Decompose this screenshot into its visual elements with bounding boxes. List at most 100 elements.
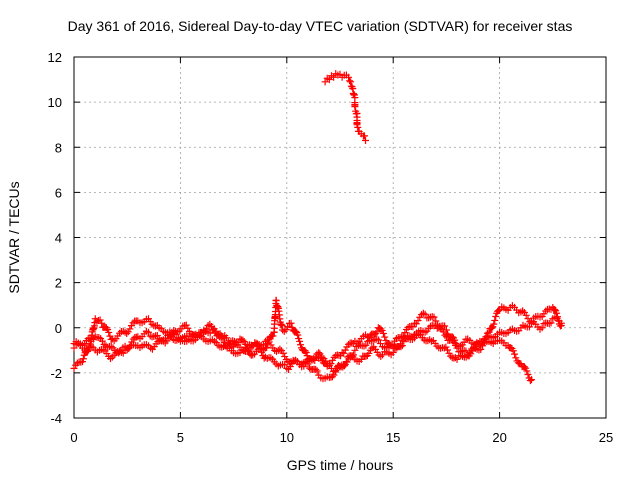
data-marker <box>354 123 362 131</box>
chart-title: Day 361 of 2016, Sidereal Day-to-day VTE… <box>67 18 573 34</box>
data-point <box>347 78 355 86</box>
data-marker <box>281 361 289 369</box>
data-marker <box>381 333 389 341</box>
data-marker <box>294 331 302 339</box>
data-marker <box>419 309 427 317</box>
data-point <box>538 324 546 332</box>
data-marker <box>525 323 533 331</box>
data-marker <box>491 316 499 324</box>
data-marker <box>182 321 190 329</box>
data-marker <box>153 331 161 339</box>
y-tick-label: 2 <box>55 276 62 291</box>
data-marker <box>329 356 337 364</box>
data-marker <box>360 132 368 140</box>
data-point <box>330 73 338 81</box>
data-point <box>345 73 353 81</box>
data-marker <box>341 346 349 354</box>
data-marker <box>239 336 247 344</box>
data-marker <box>348 83 356 91</box>
data-marker <box>79 355 87 363</box>
data-point <box>144 328 152 336</box>
data-marker <box>123 330 131 338</box>
data-marker <box>490 320 498 328</box>
y-tick-label: 0 <box>55 321 62 336</box>
x-tick-label: 25 <box>599 430 613 445</box>
data-marker <box>477 345 485 353</box>
data-marker <box>184 324 192 332</box>
data-marker <box>365 349 373 357</box>
y-tick-label: 12 <box>48 50 62 65</box>
x-tick-label: 10 <box>280 430 294 445</box>
data-marker <box>302 349 310 357</box>
data-point <box>98 319 106 327</box>
data-marker <box>360 342 368 350</box>
data-marker <box>331 368 339 376</box>
data-marker <box>377 352 385 360</box>
data-marker <box>436 324 444 332</box>
x-tick-label: 20 <box>492 430 506 445</box>
data-marker <box>495 307 503 315</box>
data-marker <box>301 347 309 355</box>
x-axis-title: GPS time / hours <box>287 457 394 473</box>
data-marker <box>279 349 287 357</box>
data-marker <box>96 316 104 324</box>
data-marker <box>362 341 370 349</box>
y-tick-label: 6 <box>55 185 62 200</box>
data-marker <box>404 323 412 331</box>
data-marker <box>105 328 113 336</box>
data-marker <box>375 336 383 344</box>
data-marker <box>297 341 305 349</box>
data-marker <box>312 365 320 373</box>
y-tick-label: -2 <box>50 366 62 381</box>
data-marker <box>327 360 335 368</box>
data-marker <box>330 371 338 379</box>
data-point <box>453 355 461 363</box>
data-marker <box>510 350 518 358</box>
data-marker <box>84 347 92 355</box>
data-marker <box>547 319 555 327</box>
data-marker <box>340 349 348 357</box>
data-marker <box>306 364 314 372</box>
x-tick-label: 5 <box>177 430 184 445</box>
data-marker <box>345 340 353 348</box>
data-marker <box>439 328 447 336</box>
y-tick-label: -4 <box>50 411 62 426</box>
data-marker <box>462 347 470 355</box>
data-marker <box>276 345 284 353</box>
data-point <box>70 364 78 372</box>
axes: 0 5 10 15 20 25 -4 -2 0 2 4 6 8 10 12 <box>48 50 614 445</box>
x-tick-label: 0 <box>70 430 77 445</box>
data-point <box>321 78 329 86</box>
data-marker <box>73 359 81 367</box>
data-marker <box>280 327 288 335</box>
data-marker <box>284 323 292 331</box>
y-tick-label: 8 <box>55 140 62 155</box>
data-marker <box>256 345 264 353</box>
data-marker <box>313 367 321 375</box>
data-marker <box>520 363 528 371</box>
data-marker <box>377 325 385 333</box>
data-marker <box>281 353 289 361</box>
data-point <box>364 333 372 341</box>
y-axis-title: SDTVAR / TECUs <box>6 181 22 293</box>
data-point <box>442 333 450 341</box>
data-marker <box>258 348 266 356</box>
data-marker <box>104 325 112 333</box>
data-point <box>351 103 359 111</box>
data-marker <box>379 329 387 337</box>
data-marker <box>526 377 534 385</box>
series-trace-spike <box>321 70 370 144</box>
data-marker <box>348 352 356 360</box>
data-marker <box>488 324 496 332</box>
data-marker <box>450 338 458 346</box>
data-marker <box>523 367 531 375</box>
data-marker <box>524 370 532 378</box>
data-point <box>557 319 565 327</box>
data-point <box>287 319 295 327</box>
data-marker <box>346 77 354 85</box>
data-marker <box>362 352 370 360</box>
data-marker <box>441 331 449 339</box>
data-marker <box>512 354 520 362</box>
y-tick-label: 10 <box>48 95 62 110</box>
